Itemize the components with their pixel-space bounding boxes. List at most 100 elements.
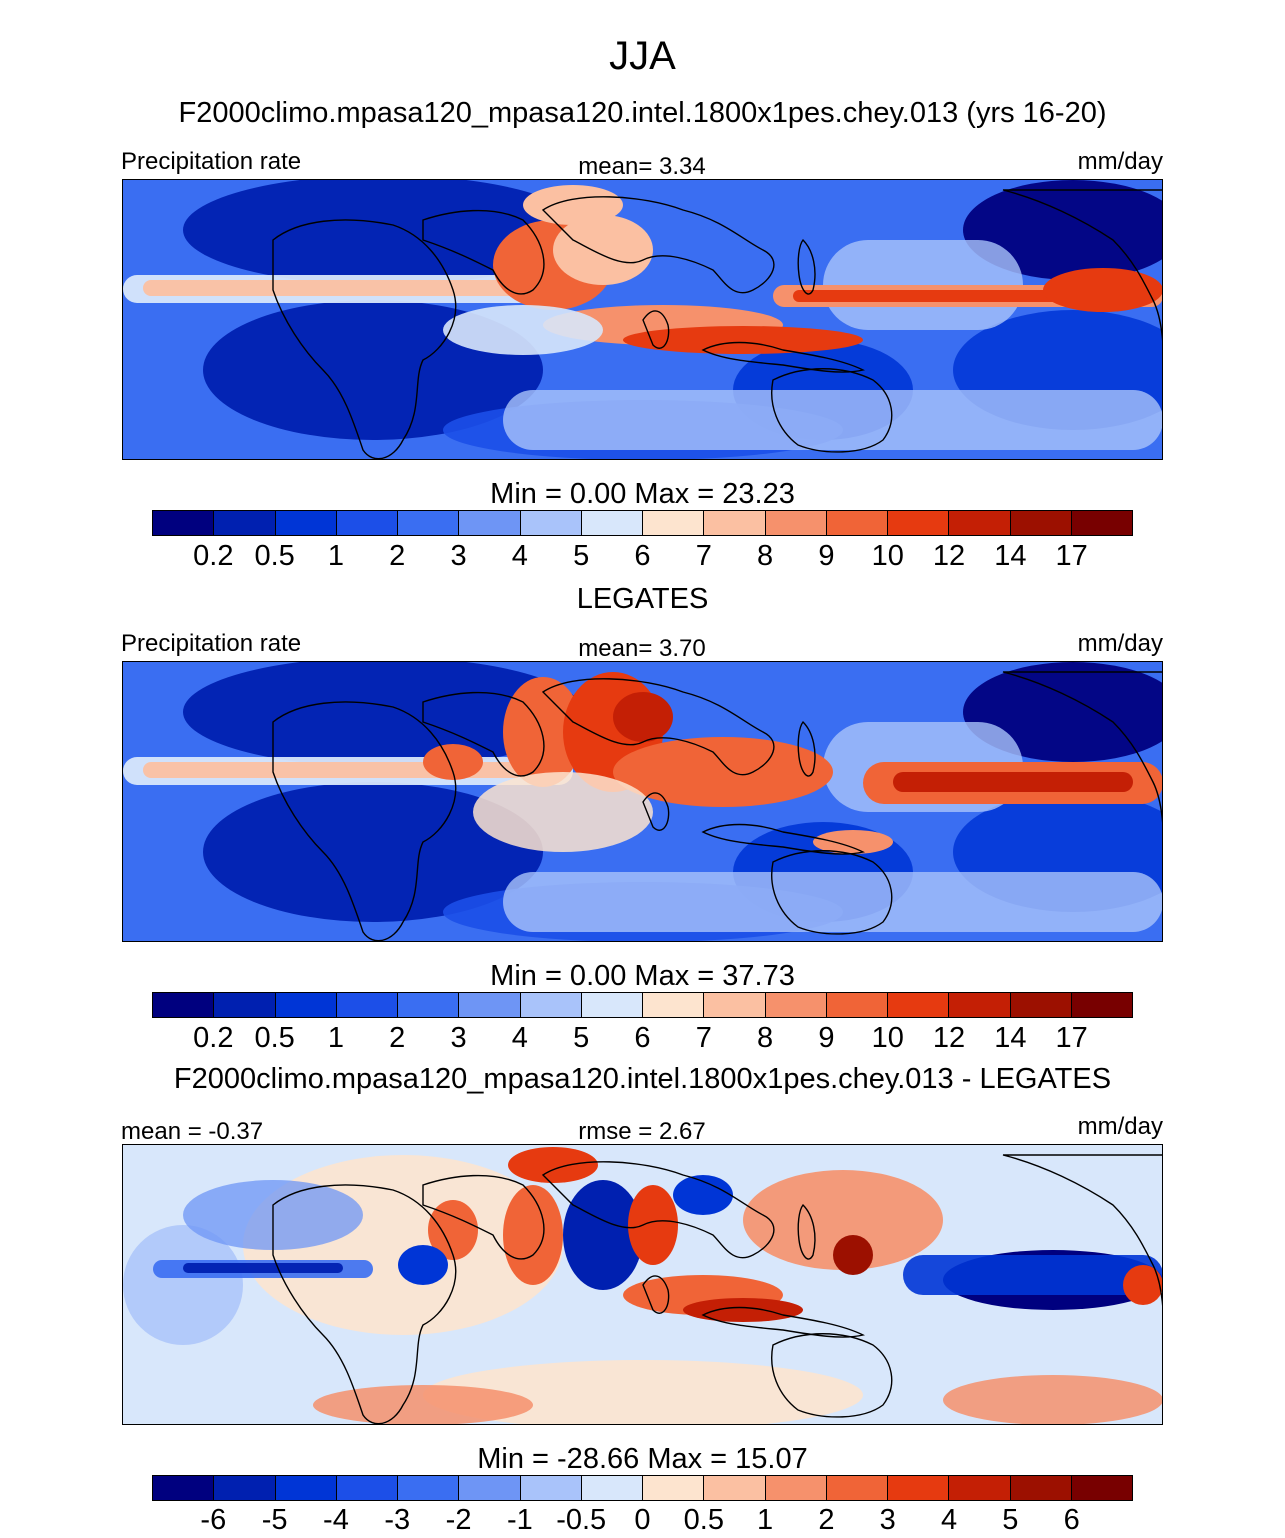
field-contour [423, 744, 483, 780]
field-contour [523, 185, 623, 225]
panel-3-mean-label: mean = -0.37 [121, 1118, 264, 1145]
colorbar-tick-label: 10 [871, 540, 904, 572]
coastline [771, 1333, 893, 1418]
colorbar-segment [336, 993, 398, 1017]
colorbar-segment [336, 511, 398, 535]
colorbar-tick-label: 4 [511, 540, 528, 572]
panel-1-map [122, 179, 1163, 460]
panel-2-variable-label: Precipitation rate [121, 630, 302, 657]
colorbar-tick-label: 9 [818, 1022, 835, 1054]
field-contour [428, 1200, 478, 1260]
colorbar-segment [459, 993, 521, 1017]
colorbar-tick-label: 10 [871, 1022, 904, 1054]
panel-2-mean-label: mean= 3.70 [578, 635, 706, 662]
colorbar-segment [459, 511, 521, 535]
field-contour [793, 290, 1123, 302]
field-contour [503, 872, 1162, 932]
colorbar-tick-label: 5 [1002, 1504, 1019, 1536]
field-contour [893, 772, 1133, 792]
coastline [642, 310, 670, 349]
coastline [272, 701, 457, 941]
colorbar-tick-label: 17 [1055, 1022, 1088, 1054]
field-contour [673, 1175, 733, 1215]
panel-1-title: F2000climo.mpasa120_mpasa120.intel.1800x… [178, 97, 1107, 129]
colorbar-tick-label: 0.5 [254, 1022, 295, 1054]
colorbar-tick-label: 2 [389, 1022, 406, 1054]
field-contour [963, 180, 1162, 280]
colorbar-tick-label: 4 [940, 1504, 958, 1536]
colorbar-tick-label: 1 [327, 540, 345, 572]
colorbar-tick-label: 9 [818, 540, 835, 572]
colorbar-segment [765, 993, 827, 1017]
colorbar-segment [520, 993, 582, 1017]
field-contour [623, 326, 863, 354]
panel-1-mean-label: mean= 3.34 [578, 153, 706, 180]
panel-2-title: LEGATES [576, 583, 709, 615]
field-contour [553, 215, 653, 285]
field-contour [963, 662, 1162, 762]
figure-title: JJA [609, 34, 676, 78]
panel-1-colorbar [152, 510, 1133, 536]
field-contour [183, 662, 583, 767]
field-contour [313, 1385, 533, 1424]
field-contour [683, 1298, 803, 1322]
colorbar-segment [949, 511, 1011, 535]
field-contour [903, 1255, 1162, 1295]
colorbar-tick-label: 3 [879, 1504, 896, 1536]
coastline [1002, 1154, 1162, 1307]
colorbar-segment [826, 511, 888, 535]
field-contour [563, 1180, 643, 1290]
coastline [797, 720, 816, 777]
colorbar-segment [275, 1476, 337, 1500]
colorbar-segment [275, 511, 337, 535]
colorbar-tick-label: -5 [261, 1504, 288, 1536]
colorbar-segment [153, 1476, 215, 1500]
panel-2-units-label: mm/day [1077, 630, 1163, 657]
field-contour [503, 390, 1162, 450]
field-contour [123, 1225, 243, 1345]
colorbar-tick-label: 3 [450, 1022, 467, 1054]
colorbar-tick-label: 5 [573, 1022, 590, 1054]
coastline [701, 823, 866, 855]
field-contour [833, 1235, 873, 1275]
field-contour [743, 1170, 943, 1270]
colorbar-segment [1010, 1476, 1072, 1500]
colorbar-segment [765, 1476, 827, 1500]
colorbar-tick-label: 8 [757, 1022, 774, 1054]
panel-2-colorbar [152, 992, 1133, 1018]
colorbar-tick-label: -1 [506, 1504, 533, 1536]
field-contour [183, 180, 583, 285]
colorbar-segment [581, 993, 643, 1017]
colorbar-tick-label: 2 [818, 1504, 835, 1536]
field-contour [503, 1185, 563, 1285]
panel-3-title: F2000climo.mpasa120_mpasa120.intel.1800x… [173, 1063, 1112, 1095]
colorbar-segment [214, 511, 276, 535]
panel-1-minmax: Min = 0.00 Max = 23.23 [490, 478, 795, 510]
field-contour [443, 305, 603, 355]
colorbar-tick-label: 1 [327, 1022, 345, 1054]
panel-3-colorbar-ticks: -6 -5 -4 -3 -2 -1 -0.5 0 0.5 1 2 3 4 5 6 [0, 1504, 1285, 1538]
coastline [771, 368, 893, 453]
colorbar-tick-label: 0.2 [193, 540, 234, 572]
colorbar-segment [826, 1476, 888, 1500]
coastline [422, 691, 545, 777]
coastline [797, 238, 816, 295]
colorbar-segment [398, 1476, 460, 1500]
coastline [272, 219, 457, 459]
colorbar-segment [1010, 511, 1072, 535]
panel-2-map [122, 661, 1163, 942]
coastline [1002, 189, 1162, 342]
colorbar-tick-label: -4 [323, 1504, 349, 1536]
field-contour [503, 677, 583, 787]
coastline [1002, 671, 1162, 824]
coastline [642, 792, 670, 831]
colorbar-segment [581, 1476, 643, 1500]
colorbar-segment [704, 1476, 766, 1500]
panel-2-colorbar-ticks: 0.2 0.5 1 2 3 4 5 6 7 8 9 10 12 14 17 [0, 1022, 1285, 1056]
colorbar-segment [398, 511, 460, 535]
colorbar-segment [520, 1476, 582, 1500]
colorbar-tick-label: 3 [450, 540, 467, 572]
colorbar-tick-label: -6 [200, 1504, 227, 1536]
coastline [541, 196, 775, 294]
colorbar-tick-label: 4 [511, 1022, 528, 1054]
